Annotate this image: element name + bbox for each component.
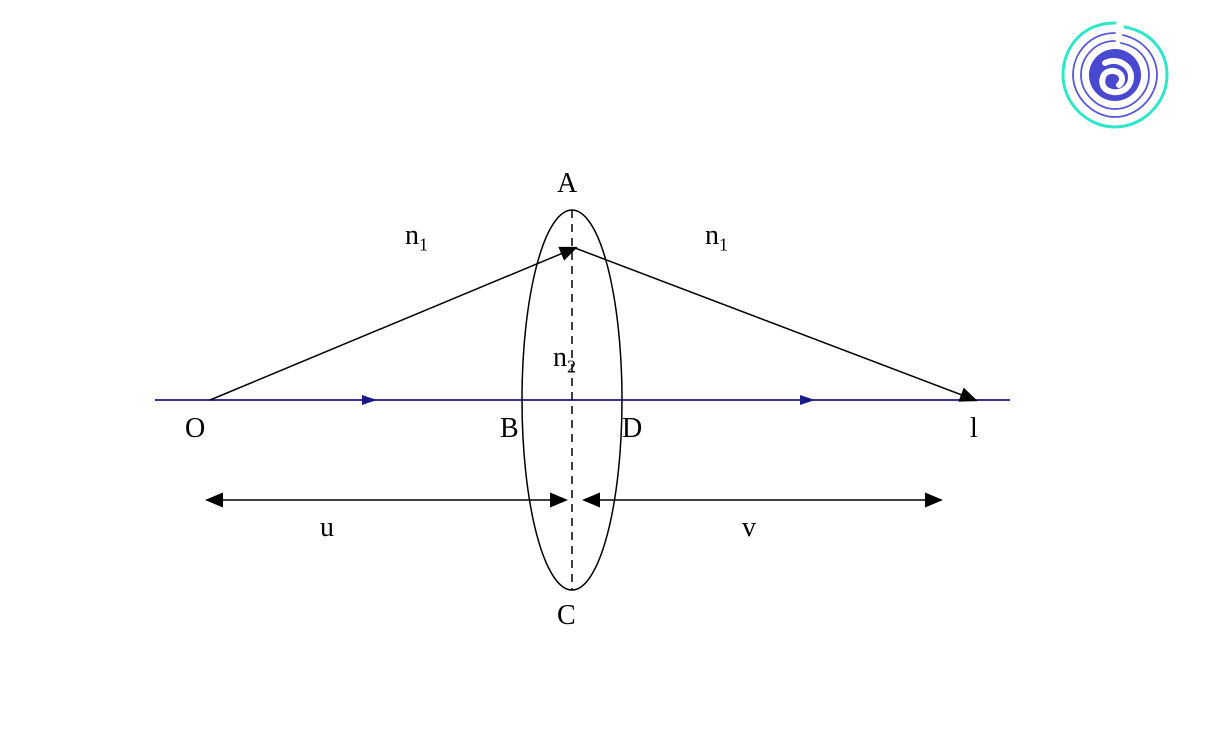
optics-diagram: O l A C B D n1 n1 n2 u v (0, 0, 1205, 739)
label-u: u (320, 512, 334, 544)
diagram-svg (0, 0, 1205, 739)
label-B: B (500, 413, 519, 445)
label-C: C (557, 600, 576, 632)
label-v: v (742, 512, 756, 544)
label-n2: n2 (553, 342, 576, 378)
logo-icon (1055, 15, 1175, 135)
label-n1-right: n1 (705, 220, 728, 256)
label-O: O (185, 413, 205, 445)
label-n1-left: n1 (405, 220, 428, 256)
label-l: l (970, 413, 978, 445)
label-D: D (622, 413, 642, 445)
axis-marker-1 (362, 395, 377, 405)
axis-marker-2 (800, 395, 815, 405)
refracted-ray (575, 248, 975, 400)
label-A: A (557, 168, 577, 200)
incident-ray (210, 248, 575, 400)
